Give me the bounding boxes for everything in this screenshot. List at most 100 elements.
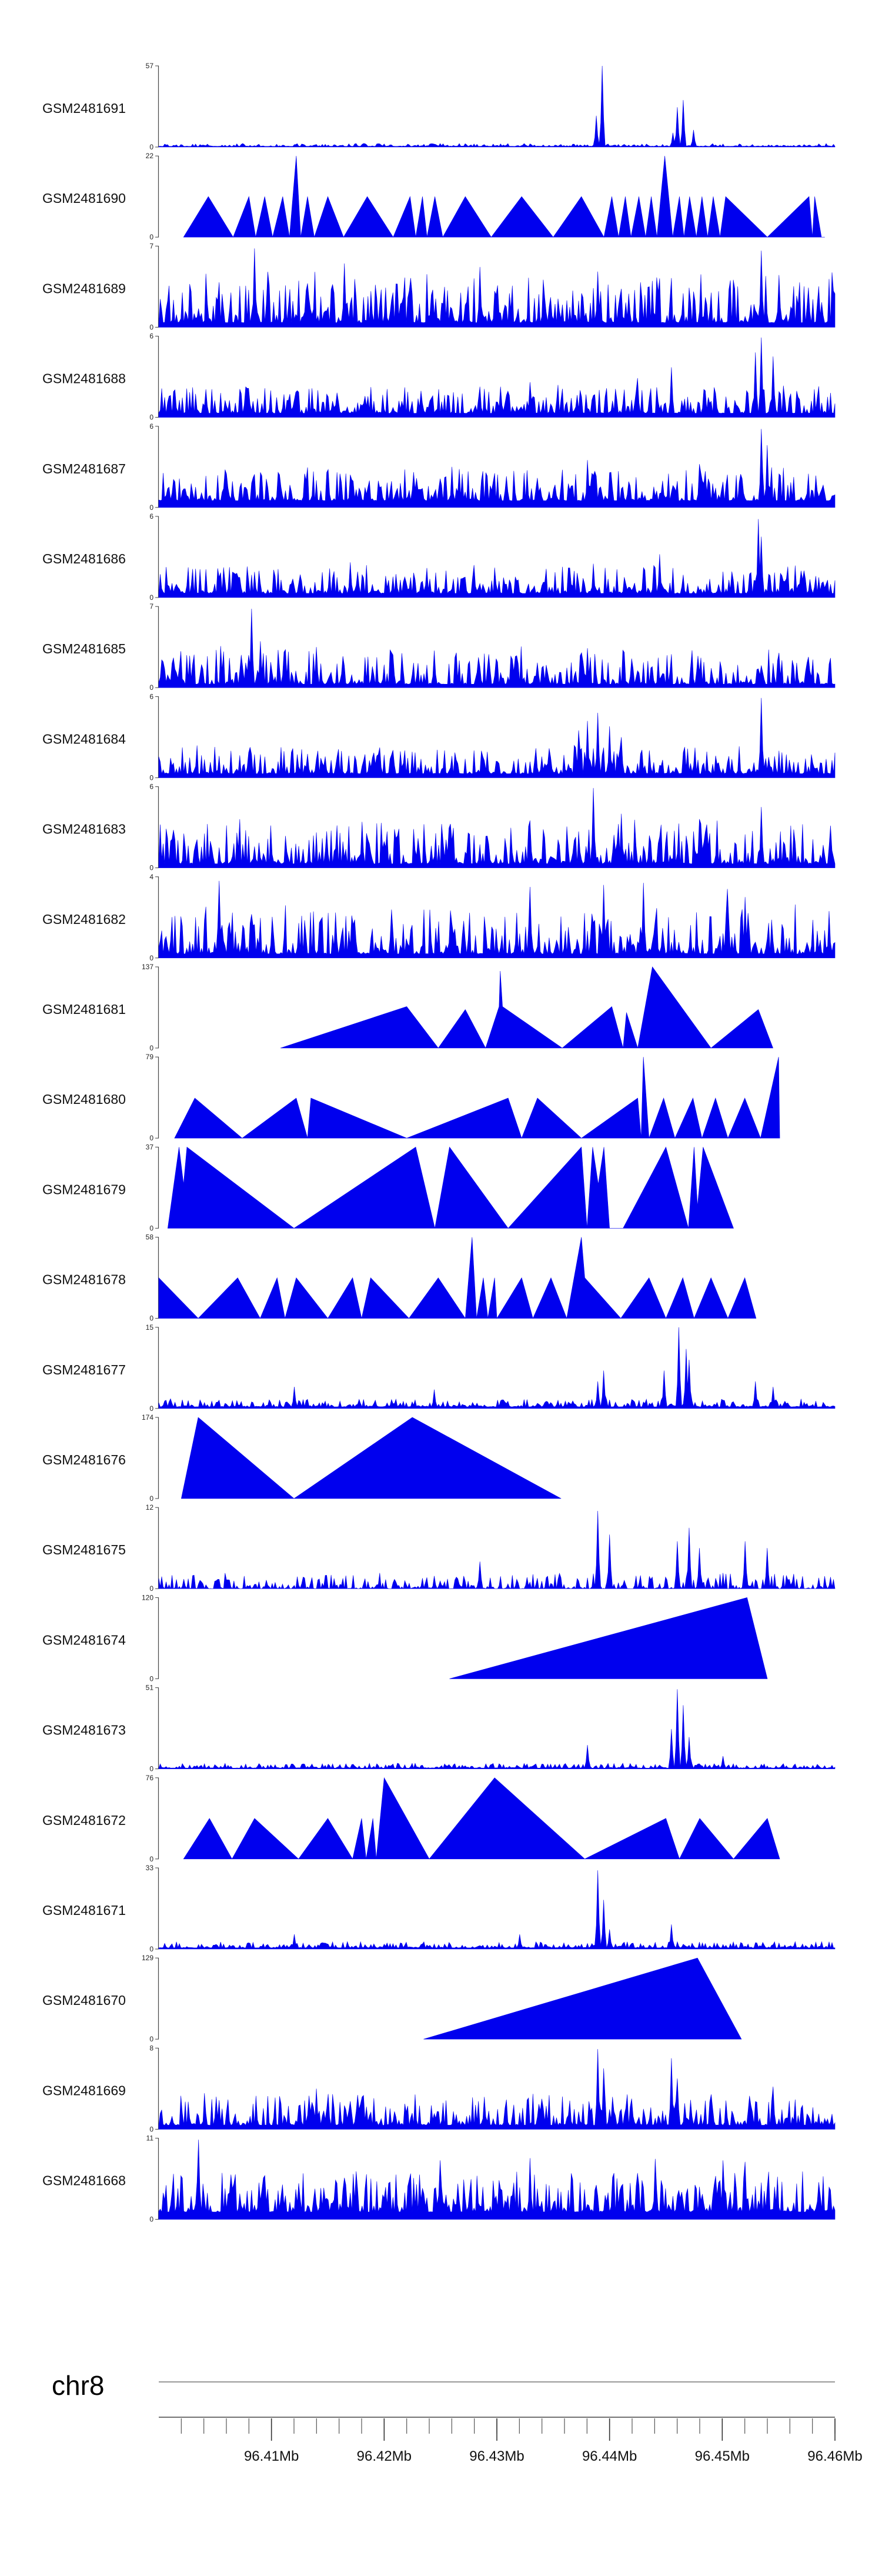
track-label: GSM2481670 (42, 1993, 126, 2008)
signal-area (158, 1237, 757, 1319)
y-axis-min-label: 0 (149, 1224, 153, 1232)
y-axis-max-label: 37 (146, 1143, 154, 1151)
track-label: GSM2481684 (42, 731, 126, 746)
y-axis-max-label: 120 (142, 1593, 153, 1601)
y-axis-max-label: 137 (142, 963, 153, 971)
track-label: GSM2481676 (42, 1452, 126, 1467)
track-GSM2481679: GSM2481679 37 0 (42, 1143, 734, 1232)
y-axis-max-label: 11 (146, 2134, 154, 2143)
track-GSM2481673: GSM2481673 51 0 (42, 1684, 836, 1773)
signal-area (158, 248, 836, 328)
track-GSM2481675: GSM2481675 12 0 (42, 1503, 836, 1593)
track-label: GSM2481683 (42, 822, 126, 837)
track-GSM2481669: GSM2481669 8 0 (42, 2044, 836, 2133)
y-axis-max-label: 6 (149, 783, 153, 791)
track-label: GSM2481685 (42, 641, 126, 656)
y-axis-min-label: 0 (149, 2035, 153, 2043)
y-axis-max-label: 6 (149, 512, 153, 520)
track-label: GSM2481673 (42, 1723, 126, 1738)
signal-area (158, 337, 836, 418)
y-axis-min-label: 0 (149, 593, 153, 602)
signal-area (158, 2049, 836, 2130)
track-GSM2481683: GSM2481683 6 0 (42, 783, 836, 872)
track-label: GSM2481691 (42, 101, 126, 116)
y-axis-max-label: 12 (146, 1503, 154, 1511)
y-axis-max-label: 174 (142, 1413, 153, 1422)
y-axis-max-label: 6 (149, 332, 153, 341)
y-axis-max-label: 4 (149, 873, 153, 881)
track-GSM2481680: GSM2481680 79 0 (42, 1053, 780, 1142)
track-GSM2481687: GSM2481687 6 0 (42, 422, 836, 512)
track-label: GSM2481668 (42, 2173, 126, 2188)
track-GSM2481678: GSM2481678 58 0 (42, 1233, 757, 1323)
signal-area (423, 1957, 742, 2040)
signal-area (183, 1777, 780, 1860)
chromosome-label: chr8 (52, 2370, 104, 2401)
track-label: GSM2481679 (42, 1182, 126, 1197)
y-axis-max-label: 129 (142, 1954, 153, 1962)
track-GSM2481691: GSM2481691 57 0 (42, 62, 836, 151)
y-axis-max-label: 76 (146, 1774, 154, 1782)
signal-area (158, 519, 836, 598)
y-axis-min-label: 0 (149, 1494, 153, 1503)
track-GSM2481682: GSM2481682 4 0 (42, 873, 836, 962)
track-label: GSM2481681 (42, 1002, 126, 1017)
signal-area (158, 1870, 836, 1950)
track-GSM2481668: GSM2481668 11 0 (42, 2134, 836, 2224)
y-axis-min-label: 0 (149, 503, 153, 512)
signal-area (158, 429, 836, 508)
y-axis-min-label: 0 (149, 1584, 153, 1593)
track-label: GSM2481678 (42, 1272, 126, 1287)
track-GSM2481670: GSM2481670 129 0 (42, 1954, 742, 2043)
y-axis-min-label: 0 (149, 683, 153, 692)
track-label: GSM2481674 (42, 1632, 126, 1647)
y-axis-max-label: 58 (146, 1233, 154, 1242)
chromosome-axis: chr8 96.41Mb 96.42Mb 96.43Mb 96.44Mb 96.45Mb… (52, 2370, 863, 2464)
signal-area (158, 698, 836, 778)
track-label: GSM2481686 (42, 551, 126, 566)
signal-area (280, 966, 774, 1049)
track-label: GSM2481675 (42, 1542, 126, 1557)
signal-area (449, 1597, 768, 1679)
y-axis-min-label: 0 (149, 1855, 153, 1863)
signal-area (181, 1417, 562, 1499)
signal-area (158, 788, 836, 868)
y-axis-min-label: 0 (149, 1134, 153, 1142)
y-axis-max-label: 8 (149, 2044, 153, 2052)
y-axis-min-label: 0 (149, 143, 153, 151)
y-axis-min-label: 0 (149, 954, 153, 962)
tick-label: 96.43Mb (469, 2448, 524, 2464)
y-axis-max-label: 6 (149, 422, 153, 431)
y-axis-max-label: 57 (146, 62, 154, 70)
track-GSM2481685: GSM2481685 7 0 (42, 602, 836, 692)
signal-area (158, 1327, 836, 1409)
y-axis-max-label: 79 (146, 1053, 154, 1061)
track-GSM2481684: GSM2481684 6 0 (42, 692, 836, 782)
signal-area (183, 156, 825, 238)
track-label: GSM2481687 (42, 461, 126, 476)
y-axis-min-label: 0 (149, 1404, 153, 1413)
signal-tracks: GSM2481691570GSM2481690220GSM248168970GS… (42, 62, 836, 2224)
signal-area (158, 880, 836, 959)
y-axis-min-label: 0 (149, 323, 153, 331)
y-axis-min-label: 0 (149, 1765, 153, 1773)
track-label: GSM2481690 (42, 191, 126, 206)
y-axis-min-label: 0 (149, 1674, 153, 1683)
tick-label: 96.42Mb (357, 2448, 412, 2464)
y-axis-min-label: 0 (149, 1945, 153, 1953)
track-GSM2481677: GSM2481677 15 0 (42, 1323, 836, 1413)
signal-area (167, 1146, 734, 1229)
track-GSM2481690: GSM2481690 22 0 (42, 152, 825, 241)
y-axis-min-label: 0 (149, 2125, 153, 2133)
y-axis-max-label: 33 (146, 1864, 154, 1872)
tick-label: 96.41Mb (244, 2448, 299, 2464)
tick-label: 96.45Mb (695, 2448, 750, 2464)
y-axis-max-label: 15 (146, 1323, 154, 1332)
track-GSM2481686: GSM2481686 6 0 (42, 512, 836, 602)
y-axis-min-label: 0 (149, 233, 153, 241)
y-axis-min-label: 0 (149, 1314, 153, 1323)
y-axis-min-label: 0 (149, 2215, 153, 2224)
track-GSM2481671: GSM2481671 33 0 (42, 1864, 836, 1953)
track-GSM2481688: GSM2481688 6 0 (42, 332, 836, 422)
